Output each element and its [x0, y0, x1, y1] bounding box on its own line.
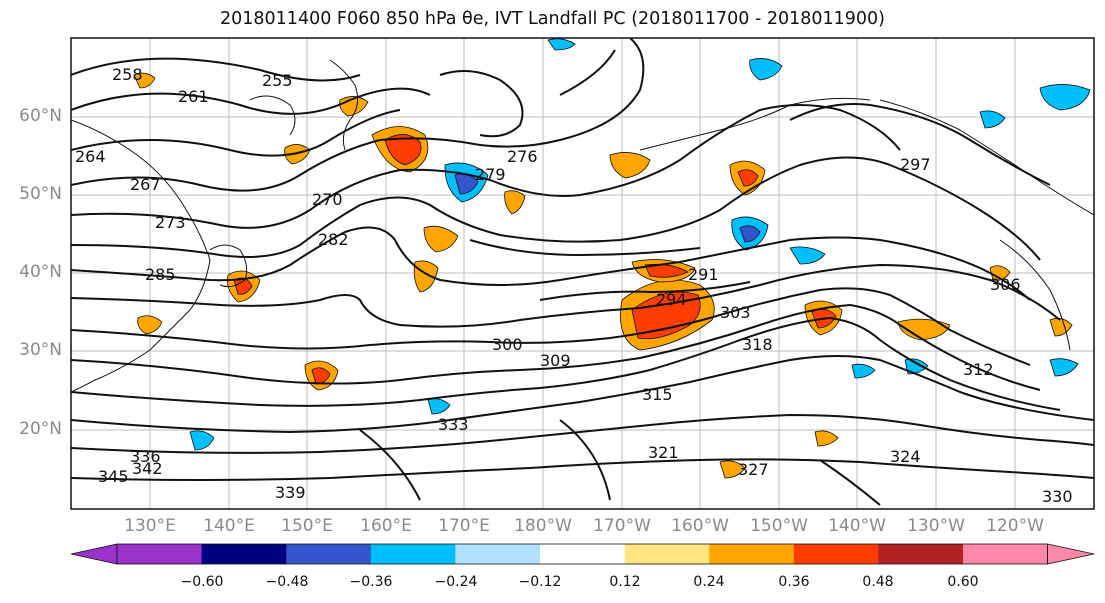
contour-label: 309	[540, 351, 571, 370]
map-title: 2018011400 F060 850 hPa θe, IVT Landfall…	[220, 9, 885, 29]
colorbar-swatch	[624, 544, 710, 564]
longitude-label: 170°W	[593, 516, 651, 536]
colorbar-tick-label: 0.24	[693, 574, 725, 590]
contour-label: 345	[98, 467, 129, 486]
longitude-label: 120°W	[986, 516, 1044, 536]
colorbar	[70, 543, 1095, 565]
colorbar-swatch	[370, 544, 456, 564]
map-frame	[70, 37, 1095, 510]
latitude-label: 40°N	[19, 262, 62, 282]
longitude-label: 150°E	[281, 516, 333, 536]
contour-labels: 255 258 261 264 267 270 273 276 279 282 …	[75, 65, 1073, 506]
longitude-label: 130°E	[124, 516, 176, 536]
contour-label: 276	[507, 147, 538, 166]
contour-label: 342	[132, 459, 163, 478]
colorbar-swatch	[793, 544, 879, 564]
latitude-label: 20°N	[19, 419, 62, 439]
colorbar-tick-label: 0.36	[778, 574, 810, 590]
contour-label: 306	[990, 275, 1021, 294]
contour-label: 261	[178, 87, 209, 106]
contour-label: 294	[656, 290, 687, 309]
colorbar-frame	[116, 543, 1048, 565]
colorbar-swatch	[709, 544, 795, 564]
coastlines	[71, 59, 1094, 393]
contour-label: 279	[475, 165, 506, 184]
latitude-label: 50°N	[19, 184, 62, 204]
longitude-label: 150°W	[750, 516, 808, 536]
contour-label: 324	[890, 447, 921, 466]
colorbar-swatch	[540, 544, 626, 564]
latitude-label: 60°N	[19, 106, 62, 126]
contour-label: 303	[720, 303, 751, 322]
contour-label: 267	[130, 175, 161, 194]
contour-label: 258	[112, 65, 143, 84]
longitude-label: 130°W	[907, 516, 965, 536]
contour-label: 282	[318, 230, 349, 249]
colorbar-extension-high	[1047, 543, 1095, 565]
colorbar-swatch	[455, 544, 541, 564]
colorbar-tick-label: −0.36	[349, 574, 393, 590]
colorbar-extension-low	[70, 543, 118, 565]
colorbar-tick-label: 0.48	[862, 574, 894, 590]
colorbar-tick-label: −0.12	[518, 574, 562, 590]
colorbar-swatch	[878, 544, 964, 564]
longitude-label: 140°W	[828, 516, 886, 536]
colorbar-swatch	[117, 544, 203, 564]
longitude-label: 160°E	[360, 516, 412, 536]
longitude-label: 180°W	[514, 516, 572, 536]
contour-label: 264	[75, 147, 106, 166]
colorbar-tick-label: −0.60	[180, 574, 224, 590]
contour-label: 312	[963, 360, 994, 379]
contour-label: 255	[262, 71, 293, 90]
graticule	[71, 38, 1094, 509]
longitude-label: 160°W	[671, 516, 729, 536]
colorbar-tick-label: −0.48	[265, 574, 309, 590]
contour-label: 297	[900, 155, 931, 174]
contour-label: 300	[492, 335, 523, 354]
contour-label: 339	[275, 483, 306, 502]
contour-label: 318	[742, 335, 773, 354]
contour-label: 273	[155, 213, 186, 232]
contour-label: 291	[688, 265, 719, 284]
contour-label: 330	[1042, 487, 1073, 506]
theta-e-contours	[71, 38, 1094, 506]
colorbar-swatch	[963, 544, 1049, 564]
contour-label: 285	[145, 265, 176, 284]
contour-label: 321	[648, 443, 679, 462]
colorbar-tick-label: 0.60	[947, 574, 979, 590]
longitude-label: 140°E	[203, 516, 255, 536]
latitude-label: 30°N	[19, 340, 62, 360]
colorbar-swatch	[286, 544, 372, 564]
contour-label: 315	[642, 385, 673, 404]
contour-label: 333	[438, 415, 469, 434]
contour-label: 327	[738, 460, 769, 479]
longitude-label: 170°E	[438, 516, 490, 536]
colorbar-swatch	[201, 544, 287, 564]
colorbar-tick-label: −0.24	[434, 574, 478, 590]
contour-label: 336	[130, 447, 161, 466]
contour-label: 270	[312, 190, 343, 209]
colorbar-tick-label: 0.12	[609, 574, 641, 590]
